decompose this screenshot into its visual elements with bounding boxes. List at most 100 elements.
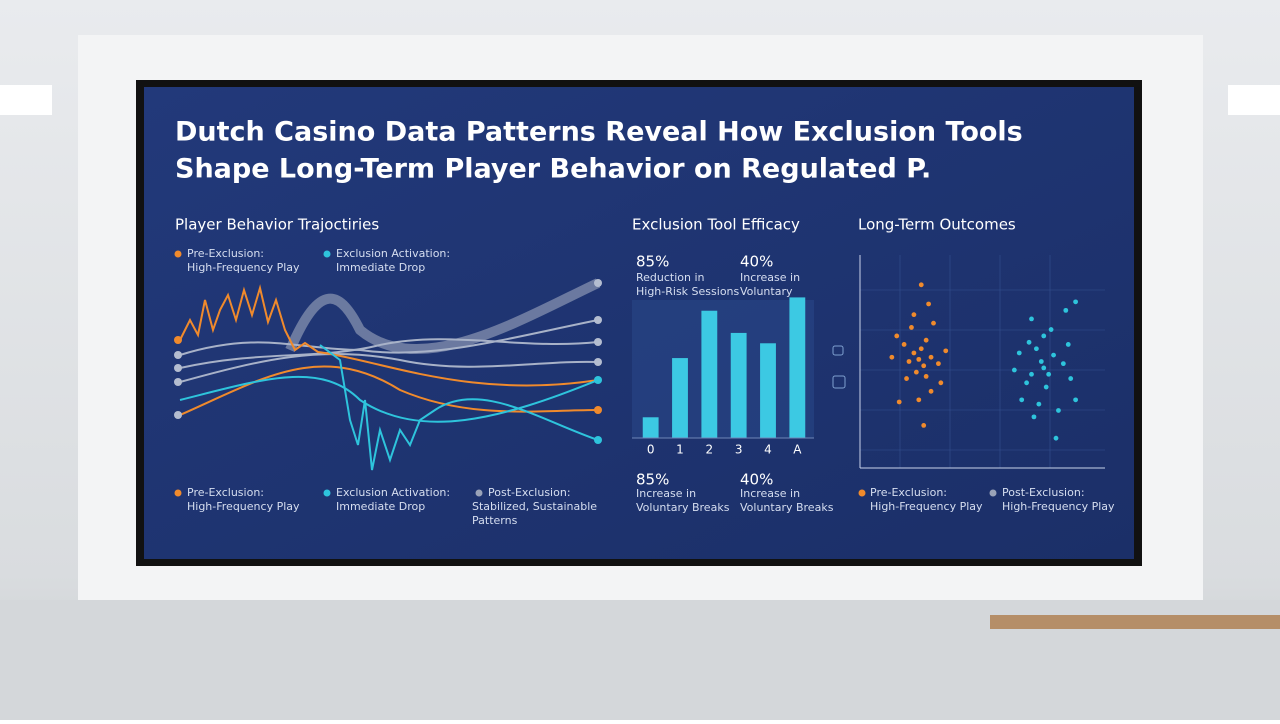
legend-detail: Immediate Drop xyxy=(336,261,425,274)
point xyxy=(918,282,924,288)
bar-chart: 0 1 2 3 4 A xyxy=(642,297,806,457)
legend-label: Exclusion Activation: xyxy=(336,247,450,260)
bar xyxy=(730,332,747,438)
legend-detail: Stabilized, Sustainable xyxy=(472,500,597,513)
point xyxy=(936,361,941,367)
point xyxy=(916,397,922,403)
legend-dot xyxy=(323,250,331,258)
scatter-grid xyxy=(860,255,1105,468)
x-tick-label: 3 xyxy=(735,443,743,457)
x-tick-label: A xyxy=(793,443,802,457)
point xyxy=(889,354,895,360)
point xyxy=(1034,346,1039,352)
point xyxy=(1065,342,1071,347)
lock-icon xyxy=(832,345,844,356)
scatter-chart xyxy=(889,282,1078,441)
stat-value: 85% xyxy=(636,253,669,271)
shield-icon xyxy=(832,375,846,389)
point xyxy=(1026,339,1032,345)
stat-value: 40% xyxy=(740,471,773,489)
panel-heading: Player Behavior Trajoctiries xyxy=(175,216,379,234)
point xyxy=(1041,365,1047,371)
legend-label: Exclusion Activation: xyxy=(336,486,450,499)
legend-detail: High-Frequency Play xyxy=(187,261,300,274)
stat-value: 40% xyxy=(740,253,773,271)
point xyxy=(916,356,922,362)
point xyxy=(906,359,912,364)
point xyxy=(1011,367,1017,373)
legend-dot xyxy=(323,489,331,497)
legend-label: Pre-Exclusion: xyxy=(187,486,264,499)
point xyxy=(1060,361,1066,367)
point xyxy=(894,333,900,339)
point xyxy=(1068,376,1074,381)
bar xyxy=(789,297,806,438)
point xyxy=(938,380,944,386)
legend-dot xyxy=(174,250,182,258)
point xyxy=(911,312,917,318)
panel-heading: Exclusion Tool Efficacy xyxy=(632,216,800,234)
point xyxy=(1043,384,1049,390)
trajectory-band xyxy=(285,278,601,354)
point xyxy=(923,374,929,379)
bar-backdrop xyxy=(632,300,814,438)
point xyxy=(931,320,936,326)
point xyxy=(928,388,934,394)
title: Dutch Casino Data Patterns Reveal How Ex… xyxy=(175,117,1023,148)
bar xyxy=(642,417,659,438)
legend-detail: Patterns xyxy=(472,514,518,527)
point xyxy=(943,348,949,354)
point xyxy=(913,369,919,375)
point xyxy=(1016,350,1022,356)
legend-label: Pre-Exclusion: xyxy=(187,247,264,260)
point xyxy=(901,342,907,347)
point xyxy=(1048,327,1054,332)
point xyxy=(1073,299,1078,305)
stat-text: Increase in xyxy=(636,487,696,500)
legend-label: Pre-Exclusion: xyxy=(870,486,947,499)
stat-text: Increase in xyxy=(740,271,800,284)
x-tick-label: 0 xyxy=(647,443,655,457)
point xyxy=(1053,435,1059,441)
legend-detail: High-Frequency Play xyxy=(187,500,300,513)
point xyxy=(921,363,927,369)
point xyxy=(904,376,909,381)
point xyxy=(1031,414,1037,420)
point xyxy=(1073,397,1078,403)
bar xyxy=(672,358,688,438)
stat-value: 85% xyxy=(636,471,669,489)
stat-text: Voluntary Breaks xyxy=(740,501,834,514)
ceiling-light xyxy=(0,85,52,115)
point xyxy=(1029,371,1034,377)
point xyxy=(926,301,931,307)
stat-text: Reduction in xyxy=(636,271,705,284)
stat-text: Voluntary Breaks xyxy=(636,501,730,514)
legend-detail: High-Frequency Play xyxy=(1002,500,1115,513)
point xyxy=(1024,380,1029,386)
stat-text: High-Risk Sessions xyxy=(636,285,740,298)
legend-dot xyxy=(174,489,182,497)
point xyxy=(921,423,927,428)
trajectory-lines xyxy=(174,278,602,471)
bar xyxy=(701,310,718,438)
point xyxy=(1019,397,1025,403)
point xyxy=(909,325,914,330)
title: Shape Long-Term Player Behavior on Regul… xyxy=(175,154,931,185)
point xyxy=(1051,352,1056,358)
point xyxy=(923,337,929,343)
point xyxy=(911,350,917,356)
point xyxy=(918,346,924,352)
ceiling-light xyxy=(1228,85,1280,115)
legend-label: Post-Exclusion: xyxy=(1002,486,1085,499)
x-tick-label: 4 xyxy=(764,443,772,457)
trajectory xyxy=(179,365,599,416)
point xyxy=(1029,316,1034,322)
stat-text: Increase in xyxy=(740,487,800,500)
legend-label: Post-Exclusion: xyxy=(488,486,571,499)
x-tick-label: 1 xyxy=(676,443,684,457)
bar xyxy=(760,343,776,438)
legend-dot xyxy=(858,489,866,497)
point xyxy=(1056,408,1061,413)
